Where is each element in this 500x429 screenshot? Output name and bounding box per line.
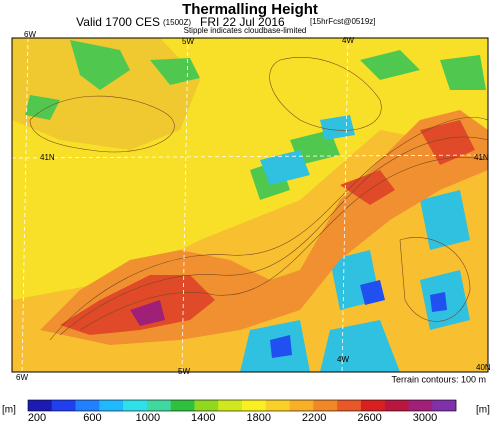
graticule	[12, 38, 488, 372]
colorbar-swatch	[51, 400, 76, 411]
colorbar-swatch	[432, 400, 457, 411]
colorbar-tick-label: 200	[28, 412, 46, 424]
colorbar-tick-label: 1000	[136, 412, 160, 424]
colorbar-swatch	[360, 400, 385, 411]
grid-label: 41N	[474, 153, 489, 162]
terrain-note: Terrain contours: 100 m	[391, 374, 486, 384]
colorbar-swatch	[75, 400, 100, 411]
colorbar-swatch	[384, 400, 409, 411]
colorbar-swatch	[99, 400, 124, 411]
colorbar-swatch	[265, 400, 290, 411]
colorbar-tick-label: 2600	[357, 412, 381, 424]
colorbar-swatch	[218, 400, 243, 411]
grid-label: 5W	[182, 37, 194, 46]
utc: (1500Z)	[163, 18, 191, 27]
map-frame	[11, 37, 489, 373]
title: Thermalling Height	[182, 1, 318, 18]
colorbar-swatch	[194, 400, 219, 411]
purple-core	[130, 300, 165, 326]
colorbar-tick-label: 2200	[302, 412, 326, 424]
colorbar-tick-label: 1800	[246, 412, 270, 424]
orange-area	[12, 38, 200, 150]
colorbar-swatch	[123, 400, 148, 411]
grid-label: 5W	[178, 367, 190, 376]
colorbar-swatch	[313, 400, 338, 411]
blue-patches	[270, 280, 447, 358]
colorbar-unit: [m]	[2, 405, 16, 416]
date: FRI 22 Jul 2016	[200, 15, 285, 29]
colorbar-frame	[27, 399, 457, 412]
colorbar-unit: [m]	[476, 405, 490, 416]
colorbar-swatch	[289, 400, 314, 411]
colorbar-swatch	[242, 400, 267, 411]
colorbar-tick-label: 1400	[191, 412, 215, 424]
grid-label: 41N	[40, 153, 55, 162]
grid-label: 6W	[16, 373, 28, 382]
colorbar: [m] [m] 200 600 1000 1400 1800 2200 2600 3000	[2, 399, 490, 424]
colorbar-swatch	[408, 400, 433, 411]
colorbar-tick-label: 3000	[413, 412, 437, 424]
colorbar-swatch	[170, 400, 195, 411]
grid-label: 4W	[337, 355, 349, 364]
map: 6W 5W 4W 41N 41N 40N 6W 5W 4W Terrain co…	[11, 30, 491, 384]
colorbar-tick-label: 600	[83, 412, 101, 424]
forecast: [15hrFcst@0519z]	[310, 17, 375, 26]
colorbar-swatch	[28, 400, 53, 411]
note: Stipple indicates cloudbase-limited	[184, 26, 307, 35]
grid-label: 40N	[476, 363, 491, 372]
colorbar-swatch	[337, 400, 362, 411]
grid-label: 6W	[24, 30, 36, 39]
grid-label: 4W	[342, 36, 354, 45]
colorbar-swatch	[146, 400, 171, 411]
valid: Valid 1700 CES	[76, 15, 160, 29]
cyan-patches	[240, 115, 470, 372]
